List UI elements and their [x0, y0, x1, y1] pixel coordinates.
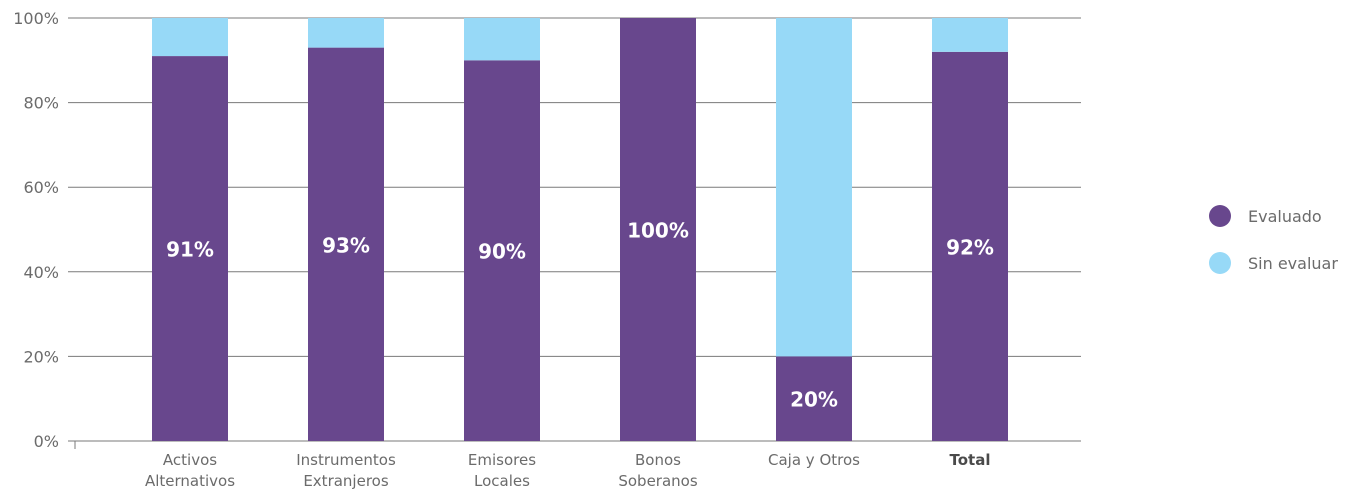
- y-tick-label-0: 0%: [34, 432, 59, 451]
- x-tick-label-activos-alternativos-1: Alternativos: [145, 472, 235, 490]
- bar-evaluado-instrumentos-extranjeros: [308, 47, 384, 442]
- data-label-caja-y-otros: 20%: [790, 388, 838, 412]
- legend: Evaluado Sin evaluar: [1209, 203, 1338, 297]
- bar-sin-evaluar-instrumentos-extranjeros: [308, 18, 384, 48]
- data-label-bonos-soberanos: 100%: [627, 219, 689, 243]
- y-tick-label-20: 20%: [23, 347, 59, 366]
- data-label-instrumentos-extranjeros: 93%: [322, 233, 370, 257]
- x-tick-label-instrumentos-extranjeros-0: Instrumentos: [296, 451, 396, 469]
- x-tick-label-total-0: Total: [950, 451, 991, 469]
- x-tick-label-bonos-soberanos-0: Bonos: [635, 451, 681, 469]
- y-tick-label-60: 60%: [23, 178, 59, 197]
- x-tick-label-emisores-locales-1: Locales: [474, 472, 530, 490]
- bar-sin-evaluar-total: [932, 18, 1008, 52]
- data-label-total: 92%: [946, 235, 994, 259]
- y-tick-label-40: 40%: [23, 263, 59, 282]
- legend-item-sin-evaluar: Sin evaluar: [1209, 250, 1338, 276]
- bar-evaluado-activos-alternativos: [152, 56, 228, 441]
- legend-swatch-evaluado: [1209, 205, 1231, 227]
- legend-swatch-sin-evaluar: [1209, 252, 1231, 274]
- x-tick-label-bonos-soberanos-1: Soberanos: [618, 472, 697, 490]
- x-tick-label-caja-y-otros-0: Caja y Otros: [768, 451, 860, 469]
- legend-item-evaluado: Evaluado: [1209, 203, 1338, 229]
- x-tick-label-instrumentos-extranjeros-1: Extranjeros: [303, 472, 389, 490]
- bar-sin-evaluar-activos-alternativos: [152, 18, 228, 57]
- bar-sin-evaluar-caja-y-otros: [776, 18, 852, 357]
- legend-label-sin-evaluar: Sin evaluar: [1248, 253, 1338, 273]
- bar-evaluado-total: [932, 51, 1008, 442]
- y-tick-label-100: 100%: [13, 9, 59, 28]
- legend-label-evaluado: Evaluado: [1248, 206, 1322, 226]
- y-tick-label-80: 80%: [23, 94, 59, 113]
- x-tick-label-activos-alternativos-0: Activos: [163, 451, 217, 469]
- bar-evaluado-caja-y-otros: [776, 356, 852, 441]
- data-label-activos-alternativos: 91%: [166, 238, 214, 262]
- bar-evaluado-emisores-locales: [464, 60, 540, 442]
- x-tick-label-emisores-locales-0: Emisores: [468, 451, 536, 469]
- bar-sin-evaluar-emisores-locales: [464, 18, 540, 61]
- bar-evaluado-bonos-soberanos: [620, 18, 696, 441]
- data-label-emisores-locales: 90%: [478, 240, 526, 264]
